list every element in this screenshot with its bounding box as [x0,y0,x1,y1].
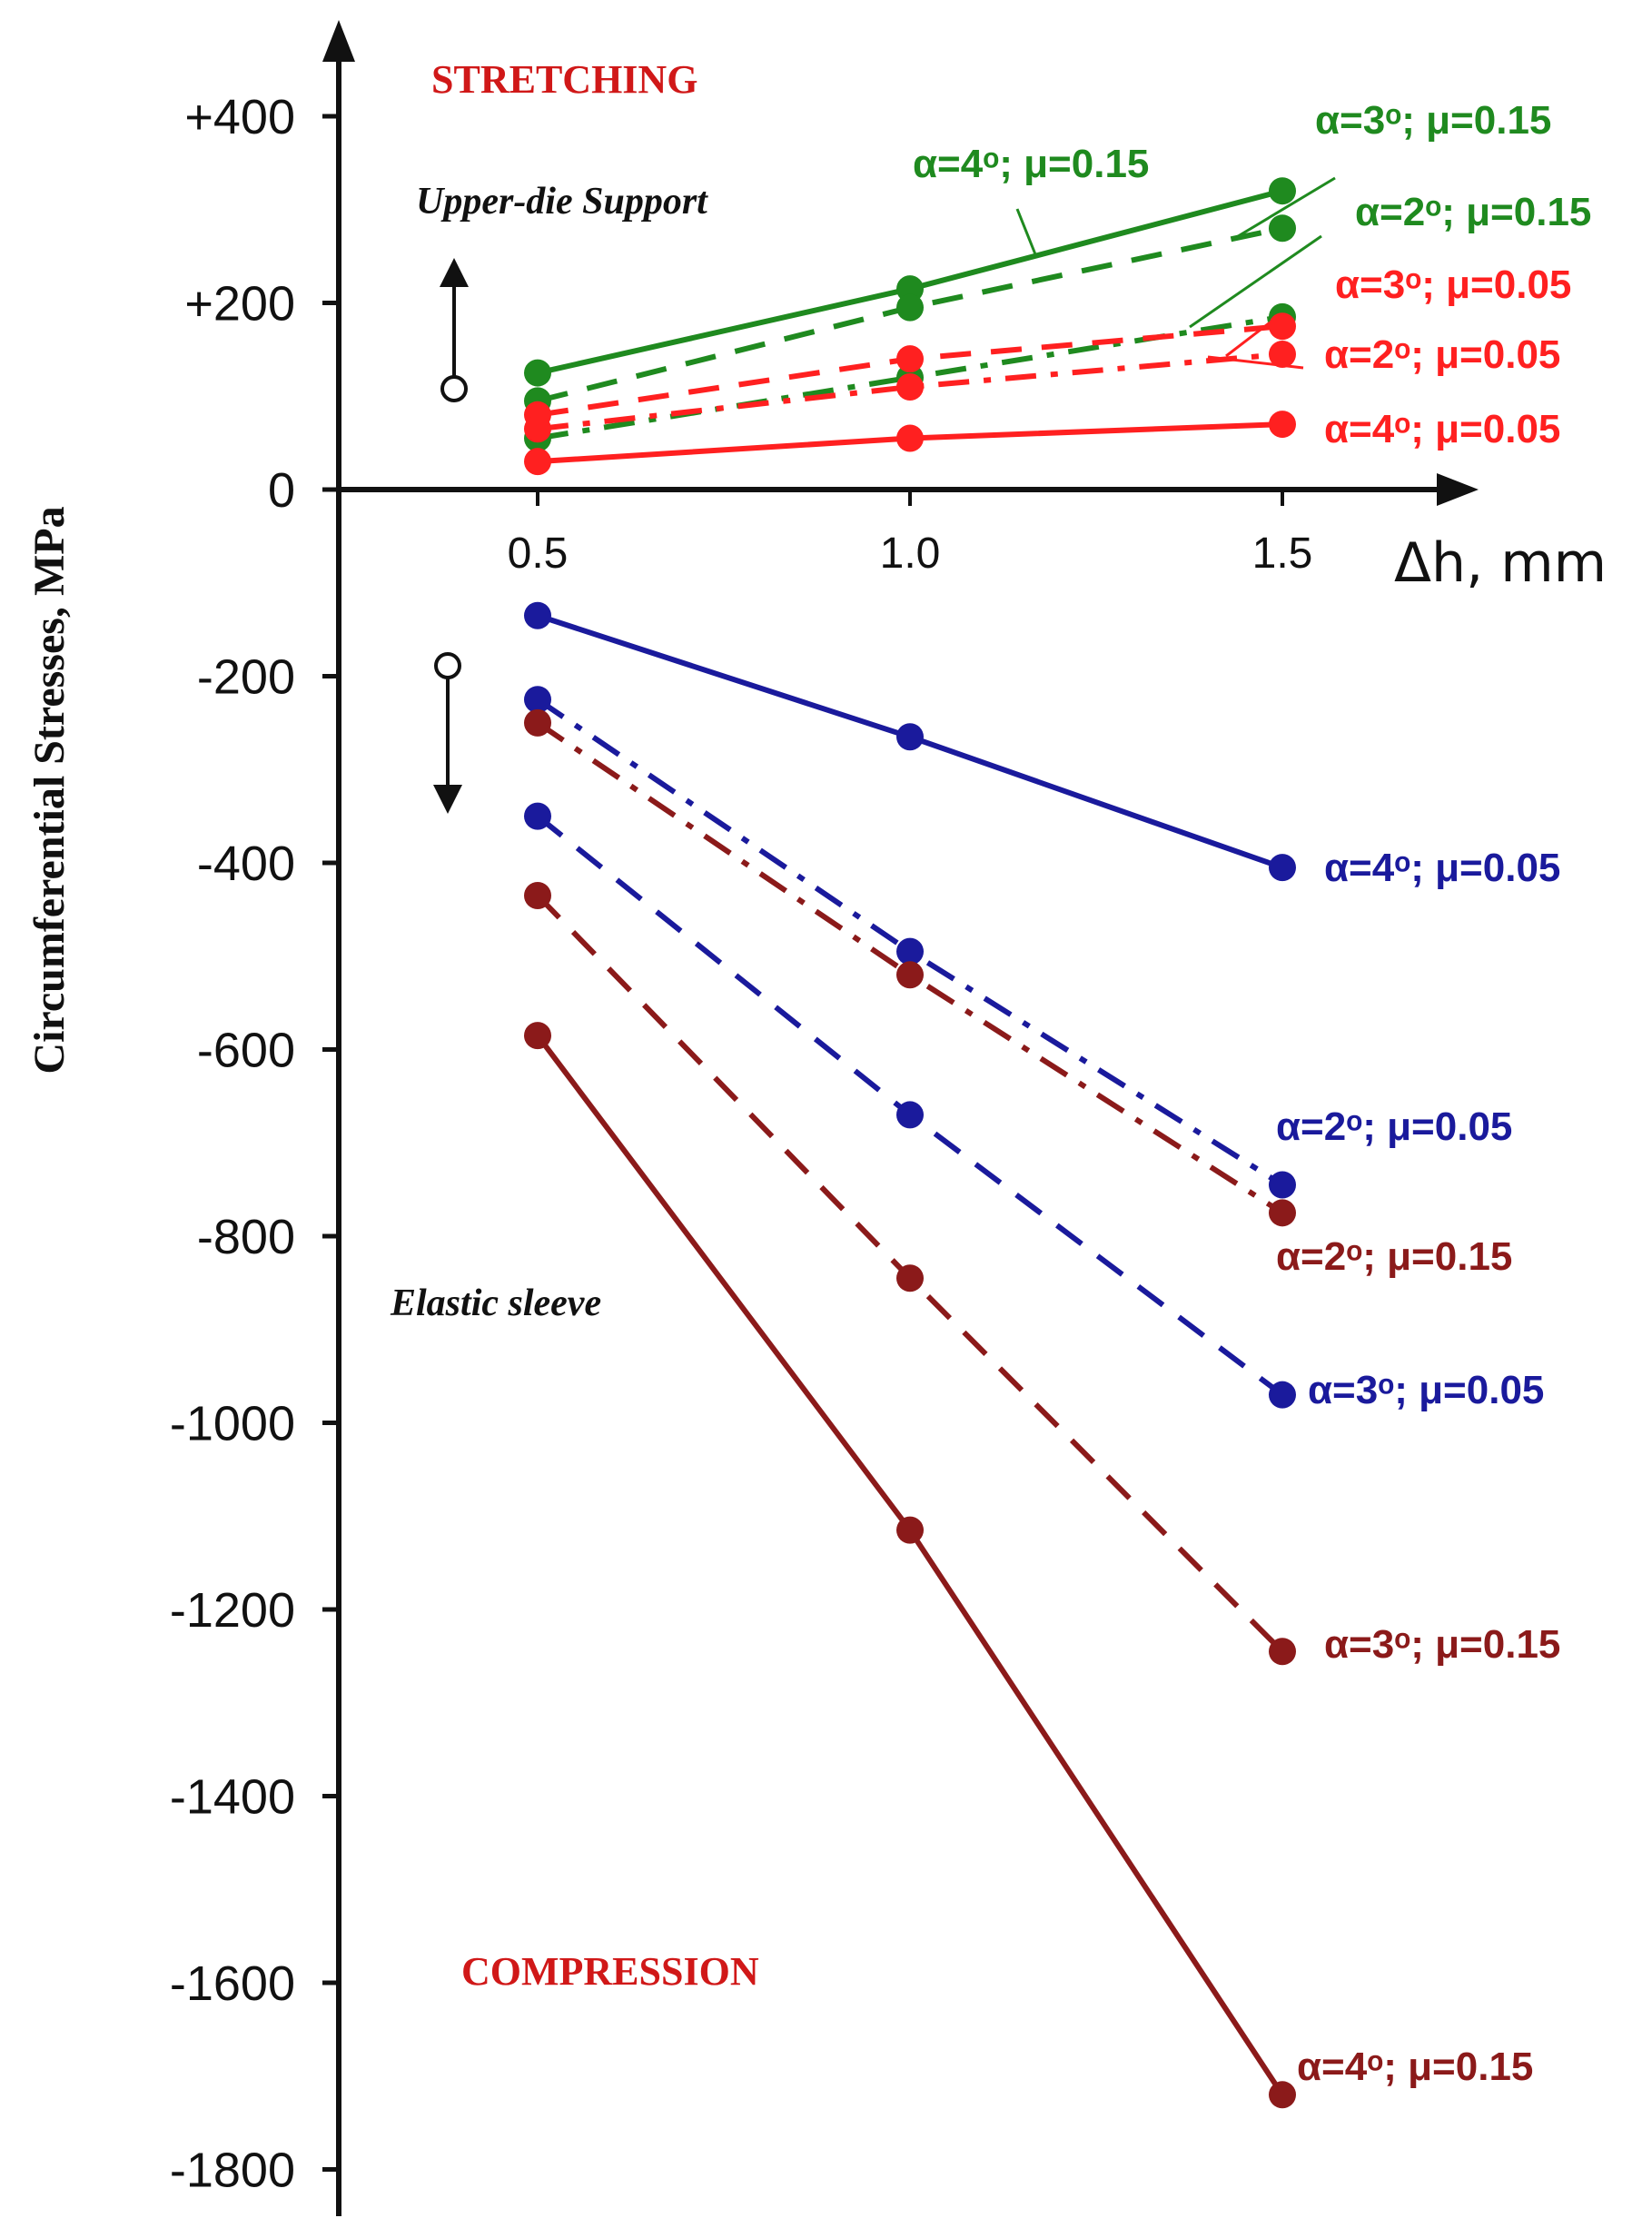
data-point [1269,1381,1296,1409]
stretching-label: STRETCHING [431,57,697,102]
data-point [896,723,924,751]
series-label: α=3ᵒ; μ=0.15 [1315,98,1551,143]
upper-die-support-label: Upper-die Support [416,181,708,223]
data-point [524,881,551,909]
series-label: α=3ᵒ; μ=0.15 [1324,1622,1560,1667]
data-point [896,345,924,373]
y-tick-label: -1400 [170,1770,295,1825]
data-point [1269,854,1296,882]
y-tick-label: -1600 [170,1956,295,2011]
series-label: α=4ᵒ; μ=0.05 [1324,407,1560,451]
data-point [524,686,551,714]
series-labels: α=4ᵒ; μ=0.15 α=3ᵒ; μ=0.15 α=2ᵒ; μ=0.15 α=3ᵒ… [913,98,1591,2089]
y-tick-label: -1000 [170,1397,295,1451]
series-label: α=4ᵒ; μ=0.05 [1324,846,1560,890]
data-point [1269,1199,1296,1227]
data-point [896,961,924,989]
y-axis-label: Circumferential Stresses, MPa [25,506,74,1074]
data-point [1269,312,1296,341]
data-point [1269,2081,1296,2109]
data-point [524,1022,551,1050]
data-point [524,802,551,830]
data-point [896,1516,924,1544]
data-point [524,415,551,443]
data-point [524,601,551,629]
data-point [896,293,924,322]
data-point [896,424,924,452]
compression-arrow-indicator [433,652,462,814]
data-point [896,1101,924,1129]
x-tick-label: 1.5 [1252,530,1313,578]
y-tick-label: -1200 [170,1583,295,1638]
series-line [537,352,1283,432]
data-point [1269,411,1296,439]
x-axis-arrow [1437,473,1479,506]
label-leaders [1015,176,1336,370]
data-point [1269,214,1296,243]
series-label: α=2ᵒ; μ=0.05 [1276,1104,1512,1149]
y-tick-label: -800 [197,1210,295,1264]
series-label: α=2ᵒ; μ=0.15 [1355,190,1591,234]
series-label: α=4ᵒ; μ=0.15 [913,142,1149,186]
data-point [524,359,551,387]
y-ticks: +400 +200 0 -200 -400 -600 -800 -1000 -1200 -1400… [170,90,339,2198]
series-group [524,177,1296,2109]
series-label: α=4ᵒ; μ=0.15 [1297,2045,1533,2089]
series-label: α=2ᵒ; μ=0.05 [1324,332,1560,377]
y-tick-label: -200 [197,650,295,705]
x-tick-label: 0.5 [508,530,569,578]
data-point [1269,341,1296,369]
series-line [535,1034,1285,2096]
data-point [524,708,551,737]
x-axis-label: Δh, mm [1394,531,1607,595]
y-tick-label: +200 [184,277,295,332]
x-tick-label: 1.0 [880,530,941,578]
tension-arrow-indicator [440,258,469,402]
data-point [896,372,924,401]
data-point [1269,1171,1296,1199]
x-ticks: 0.5 1.0 1.5 [508,490,1313,578]
series-label: α=3ᵒ; μ=0.05 [1335,262,1571,307]
data-point [1269,1638,1296,1666]
data-point [896,275,924,303]
data-point [1269,177,1296,205]
y-tick-label: +400 [184,90,295,144]
series-label: α=2ᵒ; μ=0.15 [1276,1234,1512,1279]
y-tick-label: -400 [197,837,295,891]
y-tick-label: 0 [268,463,295,518]
y-tick-label: -1800 [170,2144,295,2198]
data-point [524,448,551,476]
y-axis-arrow [322,20,355,62]
series-label: α=3ᵒ; μ=0.05 [1308,1368,1544,1412]
data-point [896,937,924,965]
y-tick-label: -600 [197,1024,295,1078]
elastic-sleeve-label: Elastic sleeve [390,1282,601,1324]
data-point [896,1264,924,1292]
compression-label: COMPRESSION [461,1949,759,1994]
